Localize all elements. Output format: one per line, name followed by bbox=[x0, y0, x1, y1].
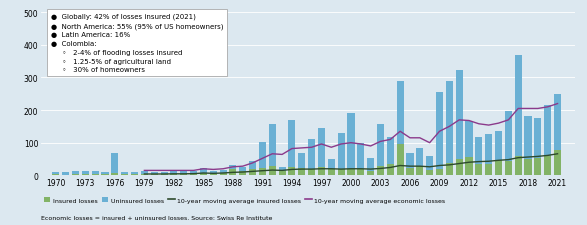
Bar bbox=[269, 166, 276, 176]
Bar bbox=[387, 164, 394, 176]
Bar bbox=[151, 174, 158, 176]
Bar bbox=[318, 128, 325, 167]
Bar bbox=[446, 81, 453, 163]
Bar bbox=[72, 174, 79, 176]
Bar bbox=[426, 171, 433, 176]
Bar bbox=[112, 173, 119, 176]
Bar bbox=[210, 174, 217, 176]
Bar bbox=[190, 171, 197, 174]
Bar bbox=[308, 170, 315, 176]
Text: ●  Globally: 42% of losses insured (2021)
●  North America: 55% (95% of US homeo: ● Globally: 42% of losses insured (2021)… bbox=[51, 14, 224, 73]
Bar bbox=[259, 168, 266, 176]
Bar bbox=[338, 170, 345, 176]
Bar bbox=[279, 167, 286, 171]
Bar bbox=[92, 172, 99, 174]
Bar bbox=[230, 170, 237, 176]
Bar bbox=[338, 133, 345, 170]
Bar bbox=[170, 174, 177, 176]
Bar bbox=[102, 175, 109, 176]
Bar bbox=[239, 168, 247, 172]
Bar bbox=[200, 168, 207, 173]
Bar bbox=[554, 150, 561, 176]
Bar bbox=[92, 174, 99, 176]
Bar bbox=[200, 173, 207, 176]
Bar bbox=[112, 153, 119, 173]
Bar bbox=[544, 156, 551, 176]
Bar bbox=[475, 137, 483, 164]
Bar bbox=[249, 161, 256, 169]
Bar bbox=[121, 172, 128, 174]
Bar bbox=[377, 166, 384, 176]
Bar bbox=[328, 159, 335, 169]
Bar bbox=[534, 119, 541, 158]
Bar bbox=[52, 175, 59, 176]
Bar bbox=[456, 71, 463, 159]
Bar bbox=[456, 159, 463, 176]
Bar bbox=[495, 160, 502, 176]
Bar bbox=[495, 131, 502, 160]
Bar bbox=[318, 167, 325, 176]
Bar bbox=[397, 145, 404, 176]
Bar bbox=[82, 172, 89, 174]
Bar bbox=[534, 158, 541, 176]
Bar bbox=[288, 120, 295, 167]
Bar bbox=[52, 172, 59, 175]
Bar bbox=[436, 93, 443, 169]
Bar bbox=[525, 159, 532, 176]
Bar bbox=[298, 168, 305, 176]
Bar bbox=[220, 170, 227, 173]
Bar bbox=[505, 161, 512, 176]
Bar bbox=[465, 158, 473, 176]
Bar bbox=[82, 174, 89, 176]
Bar bbox=[377, 124, 384, 166]
Bar bbox=[485, 134, 492, 164]
Bar bbox=[190, 174, 197, 176]
Bar bbox=[525, 117, 532, 159]
Bar bbox=[328, 169, 335, 176]
Bar bbox=[239, 172, 247, 176]
Legend: Insured losses, Uninsured losses, 10-year moving average insured losses, 10-year: Insured losses, Uninsured losses, 10-yea… bbox=[44, 197, 446, 203]
Bar bbox=[554, 95, 561, 150]
Bar bbox=[515, 156, 522, 176]
Bar bbox=[416, 166, 423, 176]
Bar bbox=[475, 164, 483, 176]
Bar bbox=[357, 170, 365, 176]
Bar bbox=[367, 171, 374, 176]
Bar bbox=[72, 171, 79, 174]
Bar bbox=[131, 174, 138, 176]
Bar bbox=[505, 112, 512, 161]
Bar bbox=[62, 172, 69, 175]
Bar bbox=[230, 165, 237, 170]
Bar bbox=[269, 124, 276, 166]
Bar bbox=[397, 81, 404, 145]
Bar bbox=[387, 137, 394, 164]
Bar bbox=[298, 154, 305, 168]
Bar bbox=[446, 163, 453, 176]
Bar bbox=[141, 171, 148, 174]
Bar bbox=[357, 143, 365, 170]
Text: Economic losses = insured + uninsured losses. Source: Swiss Re Institute: Economic losses = insured + uninsured lo… bbox=[41, 216, 272, 220]
Bar bbox=[406, 168, 413, 176]
Bar bbox=[348, 114, 355, 170]
Bar bbox=[485, 164, 492, 176]
Bar bbox=[180, 172, 187, 174]
Bar bbox=[465, 122, 473, 158]
Bar bbox=[259, 142, 266, 168]
Bar bbox=[367, 158, 374, 171]
Bar bbox=[426, 156, 433, 171]
Bar bbox=[515, 55, 522, 156]
Bar bbox=[544, 106, 551, 156]
Bar bbox=[288, 167, 295, 176]
Bar bbox=[220, 173, 227, 176]
Bar bbox=[62, 175, 69, 176]
Bar bbox=[121, 174, 128, 176]
Bar bbox=[131, 172, 138, 174]
Bar bbox=[160, 175, 168, 176]
Bar bbox=[210, 171, 217, 174]
Bar bbox=[180, 174, 187, 176]
Bar bbox=[279, 171, 286, 176]
Bar bbox=[151, 172, 158, 174]
Bar bbox=[141, 174, 148, 176]
Bar bbox=[308, 140, 315, 170]
Bar bbox=[160, 173, 168, 175]
